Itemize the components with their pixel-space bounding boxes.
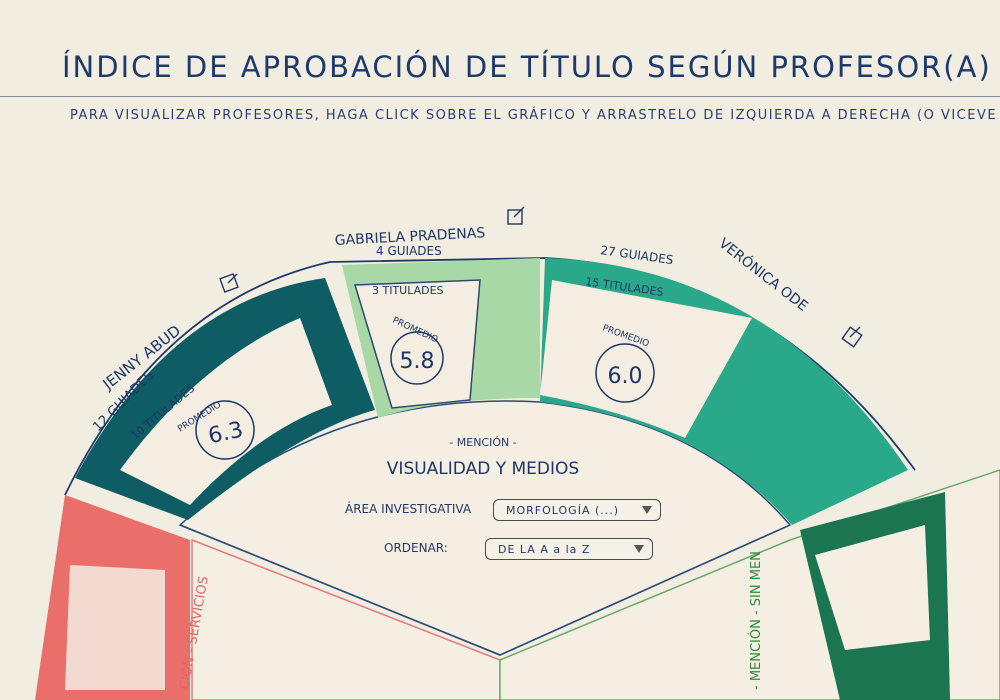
external-link-icon[interactable] bbox=[219, 273, 239, 293]
area-select[interactable]: MORFOLOGÍA (...) bbox=[493, 499, 661, 521]
gabriela-inner bbox=[354, 279, 481, 409]
right-sector-label: - MENCIÓN - SIN MEN bbox=[748, 551, 764, 690]
mention-sector-left[interactable]: CIÓN - SERVICIOS bbox=[35, 495, 501, 700]
gabriela-titled: 3 TITULADES bbox=[372, 284, 444, 297]
instructions-text: PARA VISUALIZAR PROFESORES, HAGA CLICK S… bbox=[70, 108, 998, 123]
mention-title: VISUALIDAD Y MEDIOS bbox=[387, 459, 579, 479]
right-sector-inner bbox=[815, 525, 930, 650]
order-label: ORDENAR: bbox=[384, 541, 448, 555]
veronica-name: VERÓNICA ODE bbox=[716, 234, 812, 315]
center-panel-divider bbox=[179, 524, 791, 656]
mention-caption: - MENCIÓN - bbox=[449, 436, 516, 449]
center-panel bbox=[178, 400, 792, 656]
chevron-down-icon bbox=[642, 506, 652, 514]
left-sector-inner bbox=[65, 565, 165, 690]
gabriela-guided: 4 GUIADES bbox=[376, 244, 442, 258]
jenny-avg-circle bbox=[195, 400, 255, 460]
title-divider bbox=[0, 96, 1000, 97]
external-link-icon[interactable] bbox=[841, 326, 863, 348]
veronica-avg-value: 6.0 bbox=[608, 364, 643, 389]
page-title: ÍNDICE DE APROBACIÓN DE TÍTULO SEGÚN PRO… bbox=[62, 50, 992, 84]
gabriela-avg-circle bbox=[390, 331, 444, 385]
veronica-avg-circle bbox=[595, 343, 655, 403]
order-select-value: DE LA A a la Z bbox=[498, 542, 591, 556]
area-select-value: MORFOLOGÍA (...) bbox=[506, 503, 620, 517]
veronica-guided: 27 GUIADES bbox=[600, 243, 675, 267]
external-link-icon[interactable] bbox=[507, 206, 525, 225]
professor-segment-gabriela-pradenas[interactable]: GABRIELA PRADENAS 4 GUIADES 3 TITULADES … bbox=[334, 225, 540, 418]
gabriela-avg-value: 5.8 bbox=[400, 349, 435, 374]
left-sector-panel bbox=[191, 538, 501, 700]
order-select[interactable]: DE LA A a la Z bbox=[485, 538, 653, 560]
mention-sector-right[interactable]: - MENCIÓN - SIN MEN bbox=[499, 469, 1000, 700]
gabriela-name: GABRIELA PRADENAS bbox=[334, 225, 485, 249]
veronica-inner bbox=[540, 280, 752, 438]
jenny-inner bbox=[120, 318, 332, 505]
chevron-down-icon bbox=[634, 545, 644, 553]
area-label: ÁREA INVESTIGATIVA bbox=[345, 502, 472, 516]
